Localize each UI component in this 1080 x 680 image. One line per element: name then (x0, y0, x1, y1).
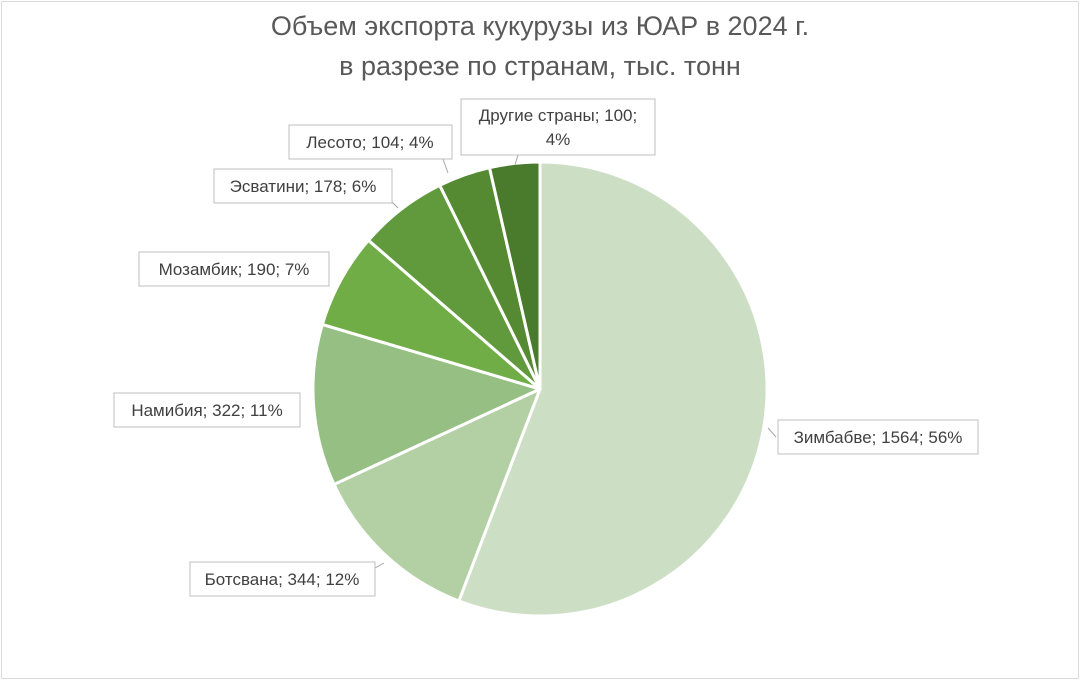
label-zimbabwe: Зимбабве; 1564; 56% (777, 419, 979, 455)
svg-text:Намибия; 322; 11%: Намибия; 322; 11% (131, 401, 282, 420)
label-namibia: Намибия; 322; 11% (113, 392, 301, 428)
chart-subtitle: в разрезе по странам, тыс. тонн (339, 51, 741, 81)
leader-zimbabwe (767, 427, 777, 438)
slice-namibia (311, 322, 542, 486)
leader-eswatini (391, 201, 399, 209)
leader-lines (374, 154, 777, 569)
leader-lesotho (442, 158, 449, 174)
svg-text:Другие страны; 100;: Другие страны; 100; (479, 106, 638, 125)
label-botswana: Ботсвана; 344; 12% (189, 561, 376, 597)
slice-other-countries (488, 160, 542, 391)
svg-text:Зимбабве; 1564; 56%: Зимбабве; 1564; 56% (794, 428, 963, 447)
svg-text:Мозамбик; 190; 7%: Мозамбик; 190; 7% (159, 260, 310, 279)
leader-botswana (374, 562, 385, 569)
slice-botswana (332, 387, 542, 603)
label-lesotho: Лесото; 104; 4% (288, 124, 453, 160)
pie-slices (311, 160, 769, 618)
data-labels: Зимбабве; 1564; 56% Ботсвана; 344; 12% Н… (113, 98, 979, 597)
svg-text:Лесото; 104; 4%: Лесото; 104; 4% (306, 133, 433, 152)
svg-text:4%: 4% (546, 130, 571, 149)
svg-text:Ботсвана; 344; 12%: Ботсвана; 344; 12% (205, 570, 360, 589)
svg-text:Эсватини; 178; 6%: Эсватини; 178; 6% (230, 177, 377, 196)
label-mozambique: Мозамбик; 190; 7% (138, 251, 330, 287)
label-eswatini: Эсватини; 178; 6% (213, 168, 393, 204)
chart-title: Объем экспорта кукурузы из ЮАР в 2024 г. (270, 11, 810, 41)
slice-zimbabwe (457, 160, 769, 618)
label-other-countries: Другие страны; 100; 4% (460, 98, 656, 156)
leader-other-countries (514, 154, 519, 166)
